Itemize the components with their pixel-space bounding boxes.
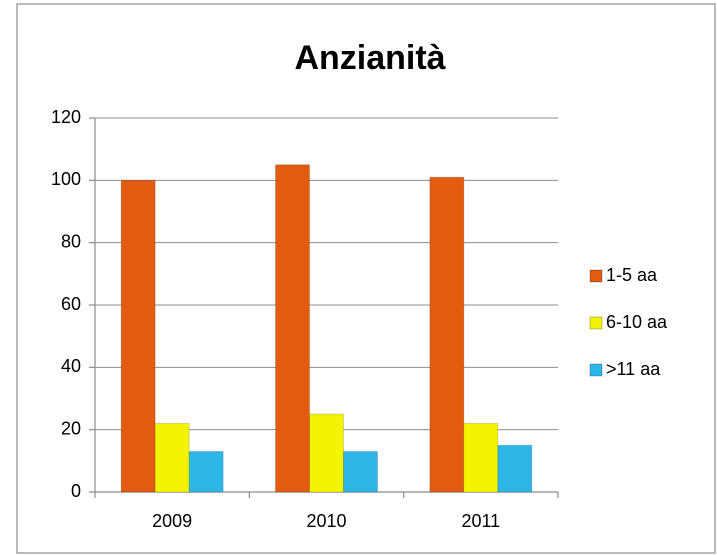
chart-title: Anzianità bbox=[294, 39, 445, 77]
legend-swatch bbox=[589, 269, 603, 283]
bar bbox=[154, 422, 190, 493]
legend-swatch bbox=[589, 316, 603, 330]
bar bbox=[309, 413, 344, 493]
legend-label: 1-5 aa bbox=[606, 265, 658, 285]
y-tick-label: 80 bbox=[61, 231, 81, 251]
bar bbox=[463, 422, 499, 493]
y-tick-label: 100 bbox=[51, 169, 81, 189]
legend-label: 6-10 aa bbox=[606, 312, 668, 332]
y-tick-label: 40 bbox=[61, 356, 81, 376]
y-tick-label: 0 bbox=[71, 481, 81, 501]
bar bbox=[343, 450, 378, 493]
x-tick-label: 2011 bbox=[461, 511, 500, 531]
y-tick-label: 20 bbox=[61, 418, 81, 438]
bar bbox=[497, 444, 533, 493]
y-tick-label: 120 bbox=[51, 107, 81, 127]
bar bbox=[188, 450, 224, 493]
bar bbox=[429, 176, 465, 493]
x-tick-label: 2010 bbox=[306, 511, 346, 531]
legend-label: >11 aa bbox=[606, 359, 661, 379]
y-tick-label: 60 bbox=[61, 294, 81, 314]
bar bbox=[120, 179, 156, 493]
bar bbox=[275, 164, 310, 493]
legend-swatch bbox=[589, 363, 603, 377]
x-tick-label: 2009 bbox=[152, 511, 192, 531]
